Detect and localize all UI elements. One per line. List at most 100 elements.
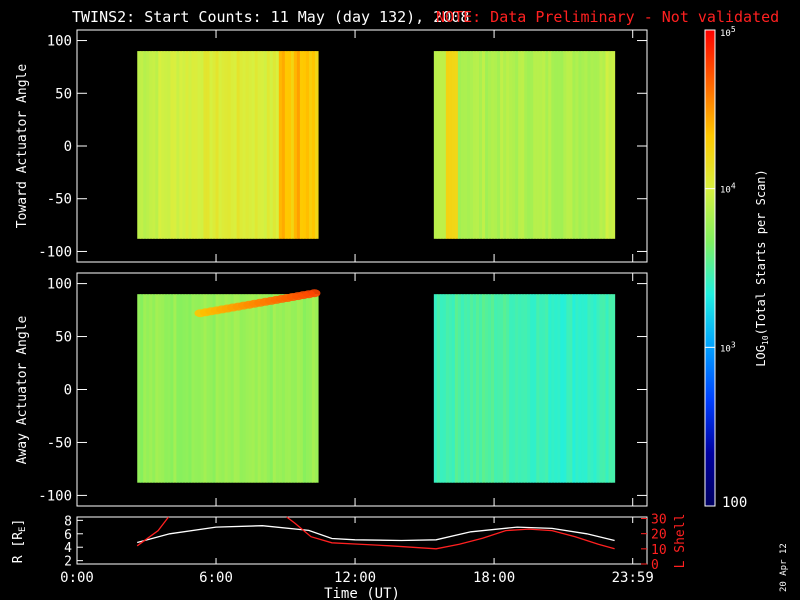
heatmap-column — [460, 294, 465, 483]
heatmap-column — [146, 51, 150, 239]
heatmap-column — [460, 51, 465, 239]
lshell-tick-label: 0 — [651, 558, 659, 573]
heatmap-column — [439, 294, 444, 483]
heatmap-column — [143, 294, 147, 483]
panel-toward: 100 50 0 -50 -100 Toward Actuator Angle — [15, 29, 648, 263]
panel-away: 100 50 0 -50 -100 Away Actuator Angle — [15, 272, 648, 507]
heatmap-column — [557, 294, 561, 483]
heatmap-column — [206, 294, 211, 483]
r-tick-label: 4 — [64, 541, 72, 556]
heatmap-column — [536, 294, 540, 483]
heatmap-column — [293, 51, 298, 239]
lshell-tick-label: 30 — [651, 513, 667, 528]
heatmap-column — [509, 294, 513, 483]
heatmap-column — [203, 294, 208, 483]
heatmap-column — [602, 51, 607, 239]
heatmap-column — [515, 294, 519, 483]
heatmap-column — [599, 51, 604, 239]
heatmap-column — [179, 51, 184, 239]
y-tick-label: 0 — [64, 383, 72, 399]
lshell-tick-label: 20 — [651, 528, 667, 543]
heatmap-column — [215, 51, 220, 239]
heatmap-column — [485, 294, 489, 483]
heatmap-column — [197, 51, 202, 239]
heatmap-column — [185, 51, 190, 239]
heatmap-column — [296, 294, 301, 483]
heatmap-column — [533, 51, 537, 239]
heatmap-column — [158, 51, 162, 239]
heatmap-column — [500, 294, 504, 483]
heatmap-column — [191, 51, 196, 239]
heatmap-column — [263, 294, 268, 483]
heatmap-column — [485, 51, 489, 239]
away-y-ticks: 100 50 0 -50 -100 — [38, 277, 647, 504]
heatmap-column — [155, 294, 159, 483]
heatmap-column — [454, 51, 459, 239]
heatmap-column — [281, 51, 286, 239]
toward-y-ticks: 100 50 0 -50 -100 — [38, 34, 647, 260]
heatmap-column — [299, 51, 304, 239]
heatmap-column — [152, 294, 156, 483]
heatmap-column — [188, 51, 193, 239]
heatmap-column — [206, 51, 211, 239]
heatmap-hotspot — [308, 289, 321, 298]
heatmap-column — [599, 294, 604, 483]
chart-note: NOTE: Data Preliminary - Not validated — [436, 8, 779, 26]
heatmap-column — [284, 51, 289, 239]
y-tick-label: 100 — [47, 277, 72, 293]
heatmap-column — [560, 294, 564, 483]
heatmap-column — [482, 294, 486, 483]
heatmap-column — [593, 294, 598, 483]
x-tick-label: 12:00 — [334, 570, 376, 586]
heatmap-column — [152, 51, 156, 239]
heatmap-column — [143, 51, 147, 239]
r-axis-label: R [RE] — [11, 519, 28, 564]
heatmap-column — [212, 51, 217, 239]
heatmap-column — [287, 51, 292, 239]
heatmap-column — [308, 51, 313, 239]
heatmap-column — [167, 294, 171, 483]
r-tick-label: 2 — [64, 555, 72, 570]
heatmap-column — [593, 51, 598, 239]
heatmap-column — [539, 294, 543, 483]
heatmap-column — [230, 51, 235, 239]
heatmap-column — [472, 51, 477, 239]
heatmap-column — [233, 294, 238, 483]
x-tick-label: 0:00 — [60, 570, 94, 586]
heatmap-column — [194, 51, 199, 239]
heatmap-column — [218, 51, 223, 239]
heatmap-column — [260, 51, 265, 239]
heatmap-column — [560, 51, 564, 239]
x-tick-labels: 0:00 6:00 12:00 18:00 23:59 — [60, 570, 654, 586]
x-tick-label: 6:00 — [199, 570, 233, 586]
heatmap-column — [146, 294, 150, 483]
heatmap-column — [575, 51, 580, 239]
heatmap-column — [251, 51, 256, 239]
heatmap-column — [173, 294, 177, 483]
heatmap-column — [488, 294, 492, 483]
heatmap-column — [302, 51, 307, 239]
colorbar-tick-label: 105 — [720, 25, 736, 39]
heatmap-column — [242, 51, 247, 239]
heatmap-column — [266, 51, 271, 239]
heatmap-column — [442, 51, 447, 239]
heatmap-column — [308, 294, 313, 483]
away-heatmap-data — [137, 289, 616, 483]
heatmap-column — [479, 51, 483, 239]
heatmap-column — [476, 294, 480, 483]
heatmap-column — [227, 51, 232, 239]
heatmap-column — [548, 294, 552, 483]
heatmap-column — [179, 294, 184, 483]
heatmap-column — [239, 294, 244, 483]
heatmap-column — [266, 294, 271, 483]
heatmap-column — [463, 294, 468, 483]
heatmap-column — [248, 51, 253, 239]
heatmap-column — [287, 294, 292, 483]
heatmap-column — [527, 51, 531, 239]
heatmap-column — [590, 51, 595, 239]
heatmap-column — [569, 51, 573, 239]
heatmap-column — [566, 294, 570, 483]
heatmap-column — [311, 51, 316, 239]
